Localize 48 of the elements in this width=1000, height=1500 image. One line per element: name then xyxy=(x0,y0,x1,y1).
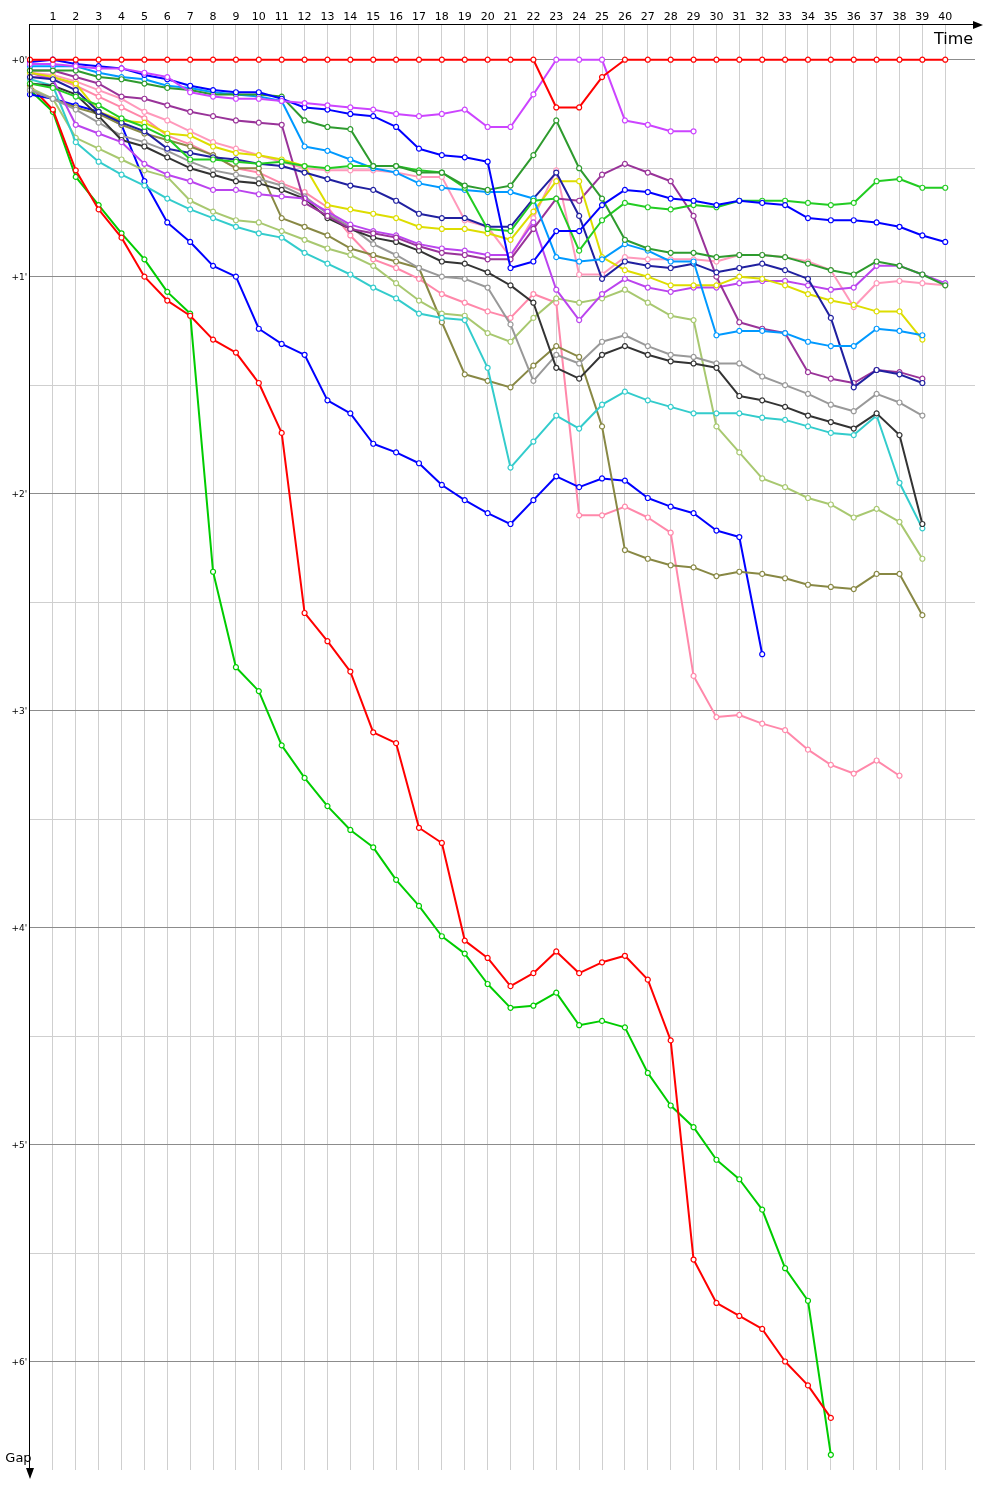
x-tick-label: 26 xyxy=(617,9,632,23)
x-tick-label: 33 xyxy=(778,9,793,23)
x-tick-label: 19 xyxy=(457,9,472,23)
x-tick-label: 29 xyxy=(686,9,701,23)
y-tick-label: +1' xyxy=(11,271,28,282)
x-tick-label: 36 xyxy=(846,9,861,23)
x-tick-label: 20 xyxy=(480,9,495,23)
x-tick-label: 22 xyxy=(526,9,541,23)
x-tick-label: 24 xyxy=(572,9,587,23)
x-tick-label: 3 xyxy=(95,9,103,23)
x-tick-label: 31 xyxy=(732,9,747,23)
x-tick-label: 10 xyxy=(251,9,266,23)
x-axis-title: Time xyxy=(933,29,974,48)
x-tick-label: 28 xyxy=(663,9,678,23)
y-tick-label: +6' xyxy=(11,1356,28,1367)
x-tick-label: 13 xyxy=(320,9,335,23)
x-tick-label: 37 xyxy=(869,9,884,23)
x-tick-label: 21 xyxy=(503,9,518,23)
x-tick-label: 30 xyxy=(709,9,724,23)
y-tick-label: +2' xyxy=(11,488,28,499)
y-tick-label: +0' xyxy=(11,54,28,65)
x-tick-label: 35 xyxy=(823,9,838,23)
x-tick-label: 8 xyxy=(209,9,217,23)
x-tick-label: 34 xyxy=(800,9,815,23)
x-tick-label: 23 xyxy=(549,9,564,23)
y-tick-label: +5' xyxy=(11,1139,28,1150)
x-tick-label: 16 xyxy=(389,9,404,23)
x-tick-label: 32 xyxy=(755,9,770,23)
y-tick-label: +3' xyxy=(11,705,28,716)
x-tick-label: 6 xyxy=(163,9,171,23)
x-tick-label: 11 xyxy=(274,9,289,23)
x-tick-label: 4 xyxy=(118,9,126,23)
x-tick-label: 39 xyxy=(915,9,930,23)
x-tick-label: 15 xyxy=(366,9,381,23)
x-tick-label: 5 xyxy=(140,9,148,23)
x-tick-label: 14 xyxy=(343,9,358,23)
x-tick-label: 7 xyxy=(186,9,194,23)
x-tick-label: 27 xyxy=(640,9,655,23)
x-tick-label: 17 xyxy=(411,9,426,23)
x-tick-label: 40 xyxy=(938,9,953,23)
x-tick-label: 12 xyxy=(297,9,312,23)
y-tick-label: +4' xyxy=(11,922,28,933)
x-tick-label: 9 xyxy=(232,9,240,23)
x-tick-label: 25 xyxy=(595,9,610,23)
x-tick-label: 38 xyxy=(892,9,907,23)
x-tick-label: 18 xyxy=(434,9,449,23)
x-tick-label: 1 xyxy=(49,9,57,23)
x-tick-label: 2 xyxy=(72,9,80,23)
